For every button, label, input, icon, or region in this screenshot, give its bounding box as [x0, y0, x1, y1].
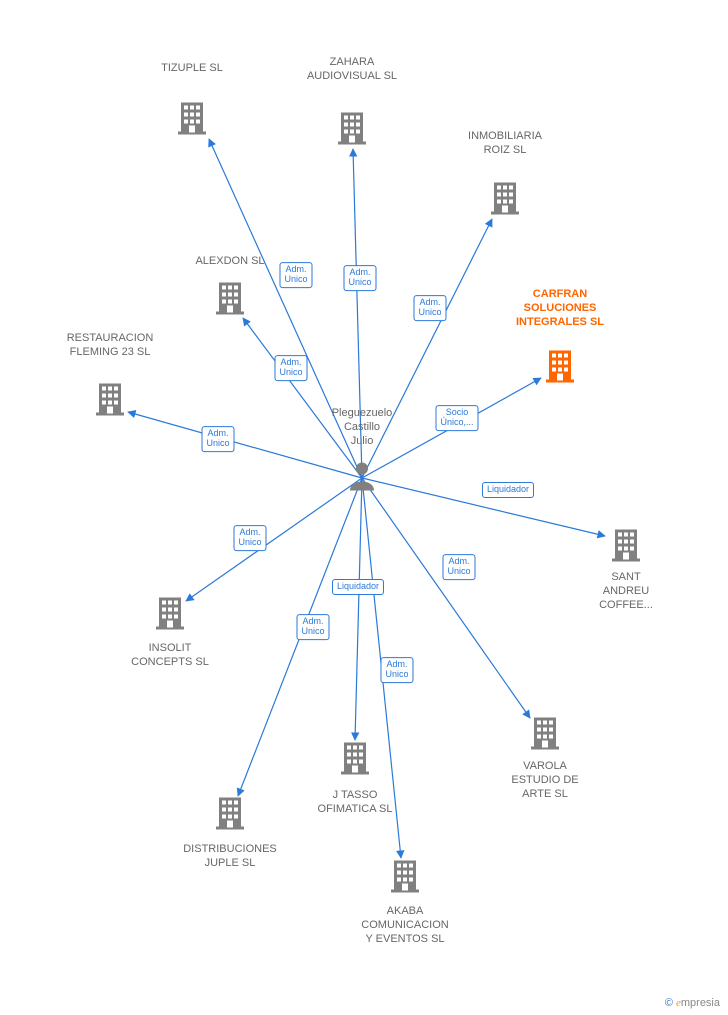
- building-icon: [95, 382, 125, 416]
- company-node-varola[interactable]: [530, 716, 560, 755]
- building-icon: [611, 528, 641, 562]
- footer-copyright: © empresia: [665, 997, 720, 1009]
- edge-line: [362, 478, 605, 536]
- building-icon: [390, 859, 420, 893]
- company-node-zahara[interactable]: [337, 111, 367, 150]
- edge-line: [243, 318, 362, 478]
- company-node-inmobiliaria[interactable]: [490, 181, 520, 220]
- building-icon: [490, 181, 520, 215]
- edge-line: [353, 149, 362, 478]
- building-icon: [215, 796, 245, 830]
- edge-line: [128, 412, 362, 478]
- company-node-insolit[interactable]: [155, 596, 185, 635]
- company-node-jtasso[interactable]: [340, 741, 370, 780]
- company-node-restauracion[interactable]: [95, 382, 125, 421]
- edge-line: [362, 378, 541, 478]
- company-node-tizuple[interactable]: [177, 101, 207, 140]
- diagram-canvas: [0, 0, 728, 1015]
- building-icon: [545, 349, 575, 383]
- company-node-distribuciones[interactable]: [215, 796, 245, 835]
- building-icon: [340, 741, 370, 775]
- company-node-alexdon[interactable]: [215, 281, 245, 320]
- company-node-akaba[interactable]: [390, 859, 420, 898]
- company-node-santandreu[interactable]: [611, 528, 641, 567]
- edge-line: [362, 478, 401, 858]
- building-icon: [337, 111, 367, 145]
- building-icon: [177, 101, 207, 135]
- building-icon: [215, 281, 245, 315]
- edge-line: [355, 478, 362, 740]
- building-icon: [530, 716, 560, 750]
- edge-line: [362, 478, 530, 718]
- person-icon: [348, 461, 376, 491]
- building-icon: [155, 596, 185, 630]
- edge-line: [186, 478, 362, 601]
- center-person[interactable]: [348, 461, 376, 496]
- edge-line: [362, 219, 492, 478]
- company-node-carfran[interactable]: [545, 349, 575, 388]
